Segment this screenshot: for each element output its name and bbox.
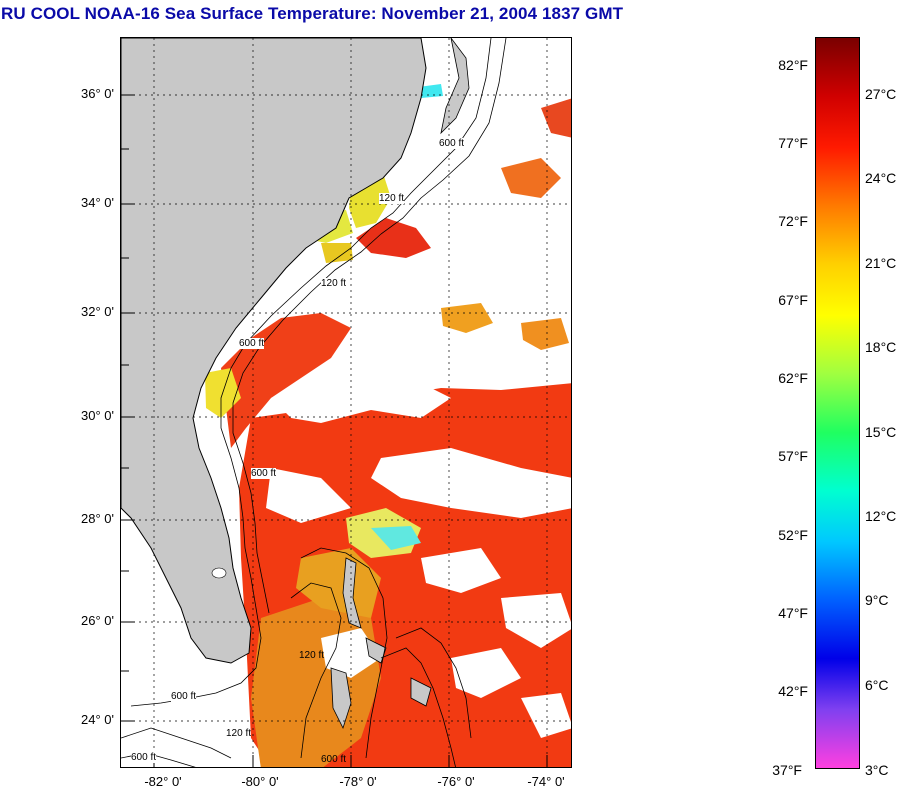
- fahrenheit-label: 67°F: [778, 292, 808, 308]
- contour-label: 600 ft: [239, 338, 265, 349]
- contour-label: 600 ft: [251, 468, 277, 479]
- latitude-label: 34° 0': [81, 195, 114, 210]
- celsius-label: 9°C: [865, 592, 889, 608]
- axis-ticks: [121, 94, 548, 767]
- longitude-label: -80° 0': [241, 774, 279, 789]
- contour-label: 600 ft: [321, 754, 347, 765]
- contour-label: 600 ft: [131, 752, 157, 763]
- graticule: [121, 38, 571, 767]
- latitude-label: 28° 0': [81, 511, 114, 526]
- fahrenheit-label: 57°F: [778, 448, 808, 464]
- sst-map-graphic: [121, 38, 571, 767]
- celsius-label: 18°C: [865, 339, 897, 355]
- celsius-label: 3°C: [865, 762, 889, 778]
- contour-label: 120 ft: [226, 728, 252, 739]
- contour-label: 600 ft: [171, 691, 197, 702]
- fahrenheit-label: 62°F: [778, 370, 808, 386]
- fahrenheit-label: 37°F: [772, 762, 802, 778]
- celsius-label: 6°C: [865, 677, 889, 693]
- fahrenheit-label: 77°F: [778, 135, 808, 151]
- latitude-label: 24° 0': [81, 712, 114, 727]
- celsius-label: 24°C: [865, 170, 897, 186]
- longitude-label: -78° 0': [339, 774, 377, 789]
- longitude-label: -82° 0': [144, 774, 182, 789]
- longitude-label: -76° 0': [437, 774, 475, 789]
- latitude-label: 26° 0': [81, 613, 114, 628]
- fahrenheit-label: 52°F: [778, 527, 808, 543]
- cloud-cover: [266, 383, 571, 738]
- land-mass: [121, 38, 470, 730]
- contour-label: 120 ft: [321, 278, 347, 289]
- celsius-label: 12°C: [865, 508, 897, 524]
- map-title: RU COOL NOAA-16 Sea Surface Temperature:…: [1, 4, 624, 23]
- latitude-label: 32° 0': [81, 304, 114, 319]
- celsius-label: 27°C: [865, 86, 897, 102]
- fahrenheit-label: 42°F: [778, 683, 808, 699]
- celsius-label: 15°C: [865, 424, 897, 440]
- celsius-label: 21°C: [865, 255, 897, 271]
- temperature-colorbar: [815, 37, 860, 769]
- sst-map[interactable]: 120 ft 600 ft 120 ft 600 ft 120 ft 600 f…: [120, 37, 572, 768]
- longitude-label: -74° 0': [527, 774, 565, 789]
- contour-label: 120 ft: [379, 193, 405, 204]
- fahrenheit-label: 47°F: [778, 605, 808, 621]
- latitude-label: 30° 0': [81, 408, 114, 423]
- contour-label: 120 ft: [299, 650, 325, 661]
- fahrenheit-label: 82°F: [778, 57, 808, 73]
- latitude-label: 36° 0': [81, 86, 114, 101]
- contour-label: 600 ft: [439, 138, 465, 149]
- fahrenheit-label: 72°F: [778, 213, 808, 229]
